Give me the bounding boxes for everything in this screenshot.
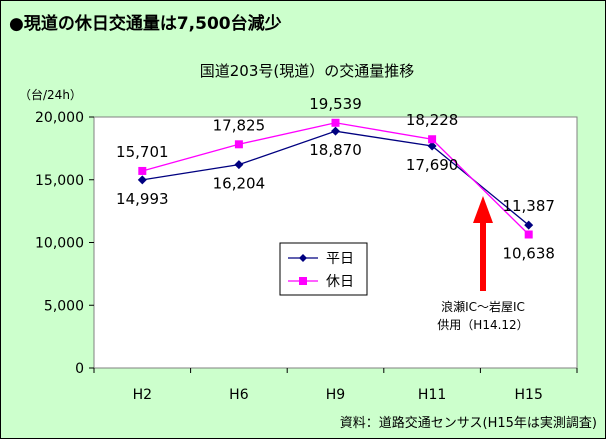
legend: 平日 休日: [279, 242, 368, 296]
data-point-heijitsu: [427, 141, 437, 151]
series-layer: [137, 118, 534, 239]
data-point-heijitsu: [524, 220, 534, 230]
data-point-heijitsu: [137, 175, 147, 185]
x-tick-label: H9: [326, 387, 345, 403]
data-labels: 15,701 14,993 17,825 16,204 19,539 18,870 18,2…: [116, 95, 555, 263]
red-arrow-head: [473, 196, 493, 223]
data-label: 15,701: [116, 143, 169, 161]
headline: ●現道の休日交通量は7,500台減少: [9, 14, 282, 34]
data-point-heijitsu: [331, 126, 340, 136]
data-label: 10,638: [502, 244, 555, 262]
x-axis: H2 H6 H9 H11 H15: [93, 368, 578, 403]
legend-marker-kyujitsu: [299, 277, 307, 285]
y-axis-label: （台/24h）: [19, 87, 82, 102]
y-tick-label: 15,000: [35, 173, 84, 189]
data-point-kyujitsu: [524, 230, 533, 239]
y-axis: 0 5,000 10,000 15,000 20,000: [35, 110, 94, 377]
legend-marker-heijitsu: [299, 254, 307, 262]
legend-label-heijitsu: 平日: [326, 251, 354, 267]
y-tick-label: 10,000: [35, 236, 84, 252]
chart-title: 国道203号(現道）の交通量推移: [200, 62, 414, 80]
data-label: 17,690: [406, 156, 459, 174]
x-tick-label: H11: [418, 387, 446, 403]
data-point-kyujitsu: [428, 135, 437, 144]
data-point-kyujitsu: [138, 166, 147, 175]
annotation-line-2: 供用（H14.12）: [437, 318, 528, 332]
data-label: 16,204: [213, 175, 266, 193]
legend-label-kyujitsu: 休日: [326, 274, 354, 290]
data-point-kyujitsu: [331, 118, 340, 127]
x-tick-label: H6: [229, 387, 249, 403]
x-tick-label: H15: [515, 387, 543, 403]
legend-box: [279, 242, 368, 296]
data-label: 14,993: [116, 190, 169, 208]
annotation-line-1: 浪瀬IC～岩屋IC: [441, 299, 525, 314]
y-tick-label: 5,000: [44, 298, 84, 314]
data-label: 18,870: [309, 141, 362, 159]
data-label: 19,539: [309, 95, 362, 113]
opening-annotation: 浪瀬IC～岩屋IC 供用（H14.12）: [437, 196, 529, 332]
data-label: 11,387: [502, 197, 555, 215]
data-point-kyujitsu: [234, 140, 243, 149]
x-tick-label: H2: [133, 387, 152, 403]
y-tick-label: 0: [75, 361, 84, 377]
y-tick-label: 20,000: [35, 110, 84, 126]
source-note: 資料：道路交通センサス(H15年は実測調査): [340, 415, 597, 431]
data-point-heijitsu: [234, 160, 244, 170]
data-label: 17,825: [213, 116, 266, 134]
data-label: 18,228: [406, 111, 459, 129]
